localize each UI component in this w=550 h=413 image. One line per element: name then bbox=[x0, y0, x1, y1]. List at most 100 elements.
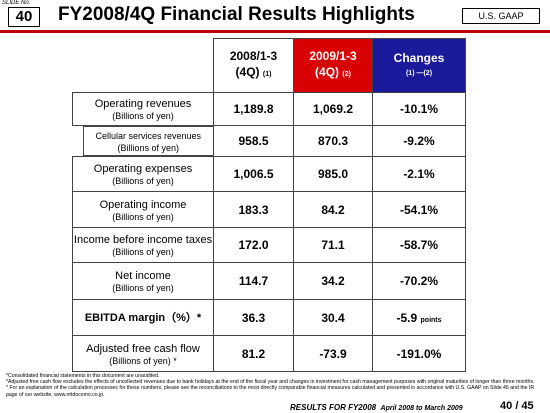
value: -10.1% bbox=[399, 102, 439, 116]
row-unit: (Billions of yen) * bbox=[109, 355, 177, 366]
footer-text: RESULTS FOR FY2008 bbox=[290, 403, 377, 412]
value-cell: 985.0 bbox=[293, 156, 373, 192]
page-total: / 45 bbox=[515, 400, 534, 412]
value: 36.3 bbox=[241, 310, 266, 325]
data-row: Net income (Billions of yen) 114.7 34.2 -70.… bbox=[72, 262, 466, 300]
value: 985.0 bbox=[317, 167, 349, 181]
footer-period: April 2008 to March 2009 bbox=[380, 405, 463, 412]
value: 84.2 bbox=[321, 202, 345, 217]
value-cell: 1,006.5 bbox=[213, 156, 294, 192]
value-cell: 958.5 bbox=[213, 125, 294, 157]
row-unit: (Billions of yen) bbox=[112, 283, 174, 293]
row-unit: (Billions of yen) bbox=[112, 176, 174, 186]
header-note: (1) bbox=[262, 71, 272, 78]
value-cell: -5.9 points bbox=[372, 299, 466, 336]
indent-box: Cellular services revenues (Billions of y… bbox=[82, 126, 213, 156]
row-label-cell: Operating revenues (Billions of yen) bbox=[72, 92, 214, 126]
value-cell: 183.3 bbox=[213, 191, 294, 228]
column-header: 2008/1-3 (4Q) (1) bbox=[213, 38, 294, 93]
value-cell: -10.1% bbox=[372, 92, 466, 126]
column-header: 2009/1-3 (4Q) (2) bbox=[293, 38, 373, 93]
row-label-cell: EBITDA margin（%）* bbox=[72, 299, 214, 336]
value-cell: 870.3 bbox=[293, 125, 373, 157]
header-line: (4Q) (1) bbox=[214, 64, 293, 83]
value-cell: 84.2 bbox=[293, 191, 373, 228]
footnote: *Consolidated financial statements in th… bbox=[6, 373, 160, 379]
value: 870.3 bbox=[317, 134, 349, 148]
value: 71.1 bbox=[321, 238, 345, 252]
value-cell: 71.1 bbox=[293, 227, 373, 263]
row-label-cell: Operating income (Billions of yen) bbox=[72, 191, 214, 228]
data-row: Income before income taxes (Billions of y… bbox=[72, 227, 466, 263]
value-suffix: points bbox=[420, 316, 442, 324]
header-note: (2) bbox=[342, 71, 351, 78]
header-text: (4Q) bbox=[315, 65, 340, 79]
value: 30.4 bbox=[321, 310, 345, 325]
row-label-cell: Cellular services revenues (Billions of y… bbox=[73, 126, 214, 157]
page: 40 bbox=[500, 400, 513, 412]
value-cell: -70.2% bbox=[372, 262, 466, 300]
row-label-cell: Income before income taxes (Billions of y… bbox=[72, 227, 214, 263]
results-table: 2008/1-3 (4Q) (1) 2009/1-3 (4Q) (2) Changes(… bbox=[72, 38, 466, 372]
row-label: Adjusted free cash flow bbox=[86, 342, 200, 355]
header-text: 2008/1-3 bbox=[229, 49, 278, 63]
value-cell: 1,189.8 bbox=[213, 92, 294, 126]
value-cell: 81.2 bbox=[213, 335, 294, 372]
data-row: Operating revenues (Billions of yen) 1,189… bbox=[72, 92, 466, 126]
row-label-cell: Net income (Billions of yen) bbox=[72, 262, 214, 300]
header-row: 2008/1-3 (4Q) (1) 2009/1-3 (4Q) (2) Changes(… bbox=[73, 38, 466, 93]
divider bbox=[0, 30, 550, 33]
value-cell: 172.0 bbox=[213, 227, 294, 263]
header-note: (1) ―(2) bbox=[405, 69, 433, 77]
value-cell: -58.7% bbox=[372, 227, 466, 263]
header-line: 2008/1-3 bbox=[214, 48, 293, 64]
value: -5.9 bbox=[396, 310, 418, 325]
row-label: Cellular services revenues bbox=[95, 131, 202, 141]
footnote: * For an explanation of the calculation … bbox=[6, 385, 535, 398]
value: -54.1% bbox=[399, 202, 439, 217]
value: -191.0% bbox=[396, 346, 442, 361]
value: 1,006.5 bbox=[233, 167, 274, 181]
row-label: Operating expenses bbox=[93, 163, 193, 175]
value-cell: 36.3 bbox=[213, 299, 294, 336]
header-text: 2009/1-3 bbox=[309, 49, 357, 63]
header-line: Changes bbox=[373, 50, 465, 66]
empty-cell bbox=[73, 39, 214, 93]
row-unit: (Billions of yen) bbox=[112, 247, 174, 257]
row-label-cell: Operating expenses (Billions of yen) bbox=[72, 156, 214, 192]
value-cell: -73.9 bbox=[293, 335, 373, 372]
slide-label: SLIDE No. bbox=[2, 0, 31, 6]
row-unit: (Billions of yen) bbox=[112, 211, 174, 222]
value: 34.2 bbox=[321, 274, 345, 288]
header-text: (4Q) bbox=[235, 65, 260, 79]
value-cell: -9.2% bbox=[372, 125, 466, 157]
value: -73.9 bbox=[319, 346, 347, 361]
row-label: Net income bbox=[115, 270, 171, 282]
value: 1,189.8 bbox=[233, 102, 274, 116]
data-row: EBITDA margin（%）* 36.3 30.4 -5.9 points bbox=[72, 299, 466, 336]
footnote: *Adjusted free cash flow excludes the ef… bbox=[6, 379, 535, 386]
data-row: Adjusted free cash flow (Billions of yen)… bbox=[72, 335, 466, 372]
value-cell: 1,069.2 bbox=[293, 92, 373, 126]
value: -70.2% bbox=[399, 274, 439, 288]
slide-number: 40 bbox=[8, 7, 40, 27]
data-row: Operating income (Billions of yen) 183.3 84… bbox=[72, 191, 466, 228]
value: -58.7% bbox=[399, 238, 439, 252]
value-cell: -2.1% bbox=[372, 156, 466, 192]
value: 183.3 bbox=[238, 202, 269, 217]
data-row: Cellular services revenues (Billions of y… bbox=[73, 125, 466, 157]
footnotes: *Consolidated financial statements in th… bbox=[6, 373, 546, 398]
row-unit: (Billions of yen) bbox=[117, 143, 180, 153]
row-label: EBITDA margin（%）* bbox=[84, 311, 202, 324]
data-row: Operating expenses (Billions of yen) 1,006… bbox=[72, 156, 466, 192]
header-text: Changes bbox=[393, 50, 445, 65]
value-cell: -54.1% bbox=[372, 191, 466, 228]
row-label: Operating income bbox=[99, 198, 187, 211]
page-number: 40 / 45 bbox=[500, 400, 534, 412]
value: 1,069.2 bbox=[312, 102, 354, 116]
row-label: Income before income taxes bbox=[73, 234, 213, 246]
value: -9.2% bbox=[403, 134, 435, 148]
row-label: Operating revenues bbox=[94, 98, 192, 110]
row-unit: (Billions of yen) bbox=[112, 111, 174, 121]
